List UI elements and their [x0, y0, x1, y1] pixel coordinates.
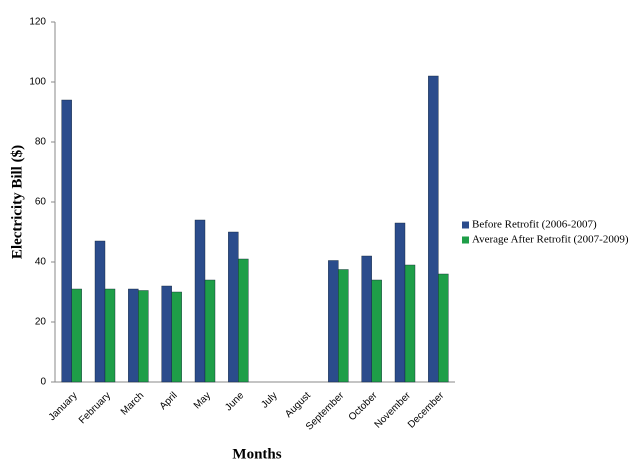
bar — [71, 288, 82, 383]
legend-swatch — [462, 236, 469, 244]
bar — [171, 291, 182, 383]
x-tick-label: May — [192, 390, 213, 411]
bar — [438, 273, 449, 383]
legend-swatch — [462, 221, 469, 229]
bar — [338, 269, 349, 383]
bar — [194, 219, 206, 383]
bar — [104, 288, 116, 383]
legend-label: Average After Retrofit (2007-2009) — [472, 234, 629, 246]
bar — [61, 99, 72, 383]
bar — [394, 222, 406, 383]
bar — [204, 279, 216, 383]
bar — [404, 264, 416, 383]
bar — [128, 288, 139, 383]
x-tick-label: August — [283, 390, 313, 420]
x-tick-label: July — [259, 390, 279, 410]
bar — [228, 231, 239, 383]
x-tick-label: January — [47, 390, 80, 423]
y-tick-label: 80 — [35, 137, 47, 148]
y-tick-label: 0 — [40, 377, 46, 388]
y-tick-label: 40 — [35, 257, 47, 268]
x-tick-label: October — [347, 390, 380, 423]
legend-label: Before Retrofit (2006-2007) — [472, 219, 597, 231]
x-tick-label: December — [406, 390, 447, 431]
bar — [161, 285, 172, 383]
bar — [94, 240, 106, 383]
y-tick-label: 60 — [35, 197, 47, 208]
x-axis-title: Months — [232, 446, 281, 462]
y-tick-label: 120 — [29, 17, 46, 28]
x-tick-label: June — [223, 390, 246, 413]
bar — [328, 260, 339, 383]
bar — [371, 279, 382, 383]
bar — [238, 258, 249, 383]
y-tick-label: 100 — [29, 77, 46, 88]
x-tick-label: April — [158, 390, 180, 412]
x-tick-label: March — [119, 390, 146, 417]
y-tick-label: 20 — [35, 317, 47, 328]
x-tick-label: February — [77, 390, 113, 426]
y-axis-title: Electricity Bill ($) — [9, 145, 25, 259]
bar — [361, 255, 372, 383]
bar — [428, 75, 439, 383]
bar — [138, 290, 149, 383]
